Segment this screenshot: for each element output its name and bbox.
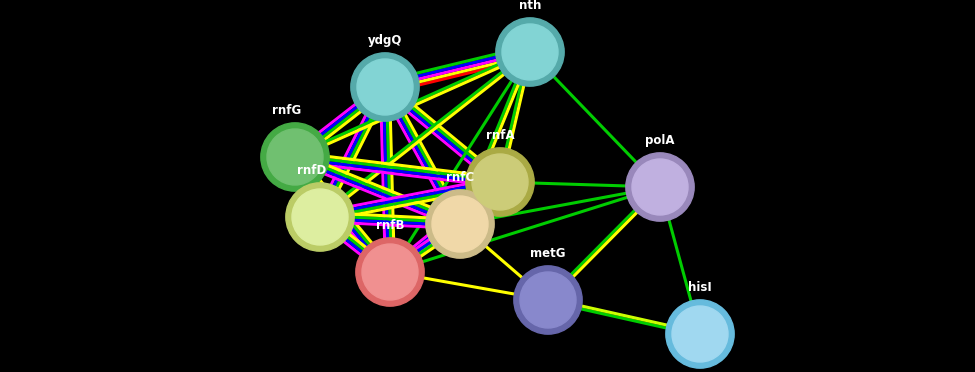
Circle shape	[356, 238, 424, 306]
Circle shape	[632, 159, 688, 215]
Circle shape	[466, 148, 534, 216]
Circle shape	[357, 59, 413, 115]
Circle shape	[626, 153, 694, 221]
Text: rnfG: rnfG	[272, 103, 301, 116]
Circle shape	[432, 196, 488, 252]
Text: rnfC: rnfC	[446, 171, 474, 184]
Circle shape	[672, 306, 728, 362]
Text: rnfB: rnfB	[375, 219, 405, 232]
Text: hisI: hisI	[688, 280, 712, 294]
Circle shape	[292, 189, 348, 245]
Circle shape	[261, 123, 330, 191]
Text: metG: metG	[530, 247, 566, 260]
Text: rnfD: rnfD	[297, 164, 327, 177]
Circle shape	[267, 129, 323, 185]
Text: polA: polA	[645, 134, 675, 147]
Circle shape	[286, 183, 354, 251]
Circle shape	[502, 24, 558, 80]
Text: rnfA: rnfA	[486, 129, 515, 142]
Circle shape	[472, 154, 528, 210]
Circle shape	[496, 18, 565, 86]
Circle shape	[362, 244, 418, 300]
Circle shape	[666, 300, 734, 368]
Text: nth: nth	[519, 0, 541, 12]
Circle shape	[351, 53, 419, 121]
Circle shape	[426, 190, 494, 258]
Circle shape	[514, 266, 582, 334]
Text: ydgQ: ydgQ	[368, 33, 402, 46]
Circle shape	[520, 272, 576, 328]
